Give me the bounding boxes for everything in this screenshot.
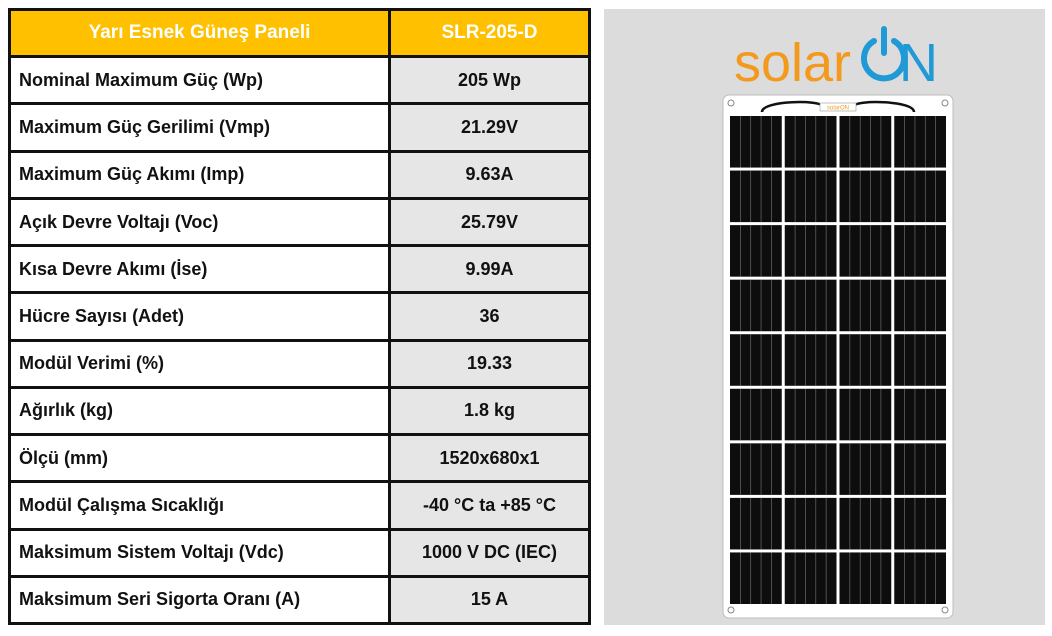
- pv-cell: [894, 279, 946, 332]
- logo-text-solar: solar: [734, 33, 851, 93]
- pv-cell: [839, 225, 892, 277]
- pv-cell: [784, 334, 837, 386]
- spec-label-operating-temp: Modül Çalışma Sıcaklığı: [11, 483, 388, 528]
- spec-label-voc: Açık Devre Voltajı (Voc): [11, 199, 388, 245]
- grommet-icon: [941, 99, 949, 107]
- pv-cell: [839, 334, 892, 386]
- pv-cell: [894, 388, 946, 441]
- pv-cell: [784, 443, 837, 495]
- pv-cell: [730, 552, 782, 604]
- spec-value-vmp: 21.29V: [391, 105, 588, 150]
- pv-cell: [839, 443, 892, 495]
- spec-value-cell-count: 36: [391, 294, 588, 339]
- spec-value-dimensions: 1520x680x1: [391, 436, 588, 481]
- pv-cell: [730, 225, 782, 277]
- pv-cell: [730, 334, 782, 386]
- pv-cell: [730, 116, 782, 168]
- pv-cell: [784, 116, 837, 168]
- pv-cell: [784, 388, 837, 441]
- spec-label-cell-count: Hücre Sayısı (Adet): [11, 294, 388, 339]
- pv-cell: [839, 170, 892, 223]
- spec-value-operating-temp: -40 °C ta +85 °C: [391, 483, 588, 528]
- spec-value-system-voltage: 1000 V DC (IEC): [391, 530, 588, 575]
- spec-label-system-voltage: Maksimum Sistem Voltajı (Vdc): [11, 530, 388, 575]
- spec-label-isc: Kısa Devre Akımı (İse): [11, 247, 388, 292]
- pv-cell: [839, 388, 892, 441]
- pv-cell: [784, 225, 837, 277]
- pv-cell: [730, 497, 782, 550]
- pv-cell: [730, 279, 782, 332]
- spec-value-efficiency: 19.33: [391, 341, 588, 386]
- spec-label-max-power: Nominal Maximum Güç (Wp): [11, 58, 388, 103]
- junction-box: [819, 102, 857, 112]
- product-image-panel: solar N solarON: [604, 9, 1045, 625]
- spec-value-max-power: 205 Wp: [391, 58, 588, 103]
- pv-cell: [784, 552, 837, 604]
- pv-cell: [784, 497, 837, 550]
- spec-label-vmp: Maximum Güç Gerilimi (Vmp): [11, 105, 388, 150]
- power-icon: [861, 26, 907, 82]
- table-header-title: Yarı Esnek Güneş Paneli: [11, 11, 388, 56]
- pv-cell: [839, 552, 892, 604]
- grommet-icon: [727, 99, 735, 107]
- grommet-icon: [941, 606, 949, 614]
- spec-value-isc: 9.99A: [391, 247, 588, 292]
- pv-cell: [784, 170, 837, 223]
- grommet-icon: [727, 606, 735, 614]
- pv-cell: [839, 497, 892, 550]
- spec-value-weight: 1.8 kg: [391, 388, 588, 434]
- solaron-logo: solar N: [734, 26, 938, 93]
- pv-cell: [894, 497, 946, 550]
- spec-table: Yarı Esnek Güneş Paneli SLR-205-D Nomina…: [8, 8, 591, 625]
- pv-cell: [894, 443, 946, 495]
- panel-label: solarON: [827, 106, 849, 112]
- spec-value-imp: 9.63A: [391, 152, 588, 197]
- pv-cell: [730, 170, 782, 223]
- spec-label-weight: Ağırlık (kg): [11, 388, 388, 434]
- pv-cell: [839, 279, 892, 332]
- pv-cell: [730, 388, 782, 441]
- spec-label-efficiency: Modül Verimi (%): [11, 341, 388, 386]
- pv-cell: [730, 443, 782, 495]
- pv-cell: [894, 552, 946, 604]
- pv-cell: [839, 116, 892, 168]
- pv-cell: [894, 116, 946, 168]
- pv-cell: [894, 170, 946, 223]
- pv-cell: [784, 279, 837, 332]
- cell-grid: [730, 116, 946, 604]
- logo-text-on: N: [899, 33, 938, 93]
- spec-value-fuse-rating: 15 A: [391, 577, 588, 622]
- spec-value-voc: 25.79V: [391, 199, 588, 245]
- table-header-model: SLR-205-D: [391, 11, 588, 56]
- solar-panel-image: solarON: [722, 94, 954, 619]
- pv-cell: [894, 334, 946, 386]
- spec-label-imp: Maximum Güç Akımı (Imp): [11, 152, 388, 197]
- pv-cell: [894, 225, 946, 277]
- spec-label-dimensions: Ölçü (mm): [11, 436, 388, 481]
- spec-label-fuse-rating: Maksimum Seri Sigorta Oranı (A): [11, 577, 388, 622]
